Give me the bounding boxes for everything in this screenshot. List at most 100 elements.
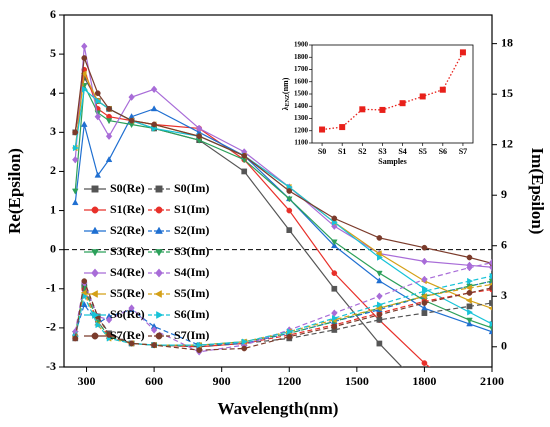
legend-marker (154, 290, 162, 298)
legend-label: S4(Re) (110, 265, 145, 279)
marker (80, 70, 87, 77)
inset-x-tick-label: S1 (338, 147, 346, 156)
y2-tick-label: 18 (501, 35, 513, 49)
x-tick-label: 300 (78, 374, 96, 388)
marker (421, 310, 428, 316)
y-tick-label: 6 (50, 7, 56, 21)
legend-label: S1(Re) (110, 202, 145, 216)
legend-marker (91, 226, 99, 234)
y2-tick-label: 15 (501, 86, 513, 100)
inset-line (321, 52, 464, 131)
marker (421, 244, 428, 251)
y-tick-label: -2 (46, 320, 56, 334)
marker (488, 278, 492, 285)
inset-x-tick-label: S5 (418, 147, 426, 156)
marker (465, 284, 472, 292)
legend-label: S5(Re) (110, 286, 145, 300)
legend-label: S5(Im) (174, 286, 209, 300)
marker (95, 321, 102, 329)
legend-label: S2(Re) (110, 223, 145, 237)
inset-x-axis-label: Samples (378, 157, 406, 166)
y2-axis-label: Im(Epsilon) (528, 148, 547, 235)
marker (331, 285, 338, 292)
y2-tick-label: 12 (501, 136, 513, 150)
y-axis-label: Re(Epsilon) (5, 148, 24, 234)
y-tick-label: 3 (50, 124, 56, 138)
marker (377, 301, 384, 308)
inset-y-axis-label: λENZ(nm) (281, 77, 292, 110)
inset-x-tick-label: S4 (398, 147, 406, 156)
legend-label: S1(Im) (174, 202, 209, 216)
marker (71, 188, 79, 195)
inset-point (319, 126, 326, 133)
marker (128, 117, 135, 124)
inset-y-tick-label: 1600 (294, 77, 309, 85)
legend-label: S7(Re) (110, 328, 145, 342)
x-tick-label: 2100 (480, 374, 504, 388)
marker (376, 235, 383, 241)
series-line (74, 278, 492, 351)
x-tick-label: 1800 (412, 374, 436, 388)
inset-y-label-part: λ (281, 106, 290, 110)
legend-marker (155, 249, 163, 257)
inset-y-tick-label: 1700 (294, 65, 309, 73)
legend-marker (155, 332, 163, 340)
marker (488, 328, 492, 335)
marker (421, 257, 428, 266)
series-line (74, 261, 492, 353)
marker (376, 311, 383, 318)
inset-point (379, 106, 386, 113)
y-tick-label: 5 (50, 46, 56, 60)
inset-point (439, 86, 446, 93)
marker (421, 360, 428, 366)
inset-x-tick-label: S0 (318, 147, 326, 156)
legend-label: S6(Im) (174, 307, 209, 321)
marker (421, 275, 428, 284)
marker (489, 272, 492, 280)
marker (195, 124, 203, 133)
marker (150, 85, 158, 94)
legend-label: S3(Re) (110, 244, 145, 258)
marker (151, 121, 157, 128)
marker (422, 287, 429, 295)
inset-point (399, 100, 406, 107)
marker (105, 156, 113, 163)
marker (466, 317, 473, 324)
y-tick-label: -1 (46, 281, 56, 295)
marker (331, 323, 338, 330)
marker (150, 105, 158, 112)
inset-point (359, 106, 366, 113)
inset-y-label-part: (nm) (281, 77, 290, 94)
inset-y-tick-label: 1300 (294, 114, 309, 122)
marker (376, 270, 383, 277)
marker (72, 155, 79, 164)
inset-x-tick-label: S7 (459, 147, 467, 156)
x-tick-label: 900 (213, 374, 231, 388)
marker (489, 411, 494, 416)
legend-marker (155, 206, 163, 214)
legend-marker (91, 206, 99, 214)
marker (466, 303, 473, 310)
marker (95, 97, 102, 105)
marker (106, 106, 112, 112)
legend-marker (91, 268, 99, 278)
marker (241, 345, 248, 352)
marker (105, 132, 113, 141)
marker (466, 290, 473, 296)
y-tick-label: 0 (50, 241, 56, 255)
inset-point (419, 93, 426, 100)
legend-marker (155, 268, 163, 278)
marker (286, 207, 293, 214)
x-tick-label: 1500 (345, 374, 369, 388)
inset-y-tick-label: 1200 (294, 126, 309, 134)
marker (71, 199, 79, 206)
y-tick-label: 1 (50, 202, 56, 216)
legend-marker (155, 226, 163, 234)
inset-y-tick-label: 1100 (294, 139, 308, 147)
series-line (74, 275, 492, 346)
marker (488, 306, 492, 311)
x-tick-label: 600 (145, 374, 163, 388)
marker (421, 300, 428, 306)
marker (375, 250, 382, 257)
